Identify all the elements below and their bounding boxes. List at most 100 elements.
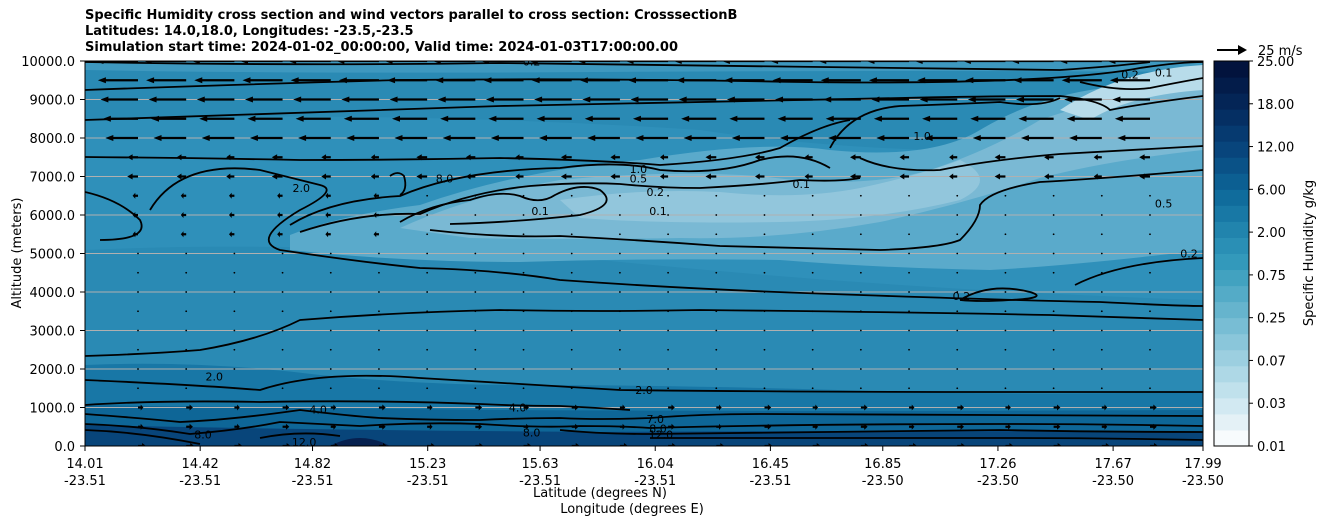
wind-vector-head <box>321 154 327 161</box>
wind-vector <box>185 387 188 390</box>
y-tick-label: 4000.0 <box>30 286 76 301</box>
wind-vector <box>330 423 337 430</box>
wind-vector <box>378 404 386 411</box>
wind-vector <box>391 115 428 122</box>
wind-vector-head <box>201 135 210 141</box>
wind-vector <box>1100 233 1103 236</box>
wind-vector-head <box>100 96 109 103</box>
wind-vector <box>619 423 626 430</box>
wind-vector-dot <box>378 310 380 313</box>
wind-vector-head <box>442 135 451 141</box>
wind-vector-head <box>383 443 388 446</box>
wind-vector-dot <box>570 310 573 313</box>
wind-vector <box>180 212 187 218</box>
wind-vector <box>191 61 235 64</box>
wind-vector-head <box>536 115 545 122</box>
wind-vector-dot <box>811 271 814 274</box>
wind-vector <box>522 387 525 390</box>
wind-vector-dot <box>522 194 525 197</box>
wind-vector-dot <box>956 252 959 255</box>
wind-vector <box>1100 348 1103 351</box>
wind-vector <box>474 271 477 274</box>
wind-vector-dot <box>859 387 862 390</box>
colorbar-tick-label: 0.75 <box>1257 269 1286 284</box>
wind-vector <box>522 348 525 351</box>
wind-vector-dot <box>570 329 573 332</box>
wind-vector-head <box>850 154 856 161</box>
wind-vector-dot <box>956 387 959 390</box>
wind-vector <box>1005 423 1011 430</box>
wind-vector-head <box>391 115 400 122</box>
wind-vector <box>876 135 910 141</box>
x-axis-label-latitude: Latitude (degrees N) <box>533 486 667 501</box>
wind-vector-dot <box>619 194 621 197</box>
contour-label: 2.0 <box>205 371 223 384</box>
wind-vector-head <box>815 423 819 430</box>
wind-vector-head <box>478 423 483 430</box>
x-tick-label-lat: 17.26 <box>979 457 1016 472</box>
wind-vector <box>860 404 868 411</box>
contour-line <box>85 374 1203 393</box>
wind-vector-head <box>772 77 781 84</box>
wind-vector <box>804 154 813 161</box>
wind-vector <box>539 135 572 141</box>
wind-vector-dot <box>859 348 862 351</box>
wind-vector <box>812 443 821 446</box>
wind-vector-head <box>271 173 278 180</box>
wind-vector <box>330 404 337 411</box>
wind-vector-head <box>1057 443 1062 446</box>
x-tick-label-lat: 15.23 <box>409 457 446 472</box>
wind-vector-head <box>237 404 240 411</box>
wind-vector <box>1004 194 1007 197</box>
wind-vector-dot <box>1149 271 1151 274</box>
wind-vector <box>763 252 766 255</box>
wind-vector <box>1052 387 1055 390</box>
wind-vectors <box>95 61 1159 446</box>
wind-vector <box>859 271 862 274</box>
wind-vector <box>228 192 235 199</box>
wind-vector-head <box>970 115 979 122</box>
wind-vector-dot <box>667 368 669 370</box>
wind-vector <box>282 404 290 411</box>
wind-vector <box>825 115 861 122</box>
wind-vector-head <box>1008 423 1011 430</box>
wind-vector <box>957 443 966 446</box>
wind-vector-head <box>105 135 114 141</box>
wind-vector <box>1004 348 1007 351</box>
contour-label: 0.5 <box>630 172 648 185</box>
wind-vector <box>763 233 766 236</box>
wind-vector <box>329 310 332 313</box>
wind-vector <box>1005 443 1014 446</box>
wind-vector-dot <box>474 348 477 351</box>
wind-vector-dot <box>619 387 621 390</box>
wind-vector-dot <box>185 252 188 255</box>
wind-vector-dot <box>570 271 573 274</box>
wind-vector <box>522 310 525 313</box>
wind-vector <box>804 173 813 180</box>
wind-vector-head <box>432 61 441 64</box>
wind-vector <box>1053 443 1062 446</box>
wind-vector-dot <box>233 368 236 370</box>
wind-vector-dot <box>426 348 429 351</box>
wind-vector-head <box>994 173 1001 180</box>
wind-vector <box>475 443 484 446</box>
wind-vector-dot <box>522 387 525 390</box>
wind-vector-head <box>416 154 422 161</box>
wind-vector-head <box>577 61 586 64</box>
wind-vector <box>619 348 621 351</box>
wind-vector <box>859 252 862 255</box>
contour-label: 8.0 <box>523 427 541 440</box>
wind-vector-dot <box>378 329 380 332</box>
wind-vector <box>772 77 813 84</box>
contour-line <box>85 61 1203 91</box>
wind-vector <box>234 423 240 430</box>
wind-vector <box>908 194 910 197</box>
wind-vector <box>570 329 573 332</box>
wind-vector-dot <box>715 194 718 197</box>
wind-vector-head <box>587 135 596 141</box>
wind-vector <box>233 291 236 293</box>
wind-vector-dot <box>859 310 862 313</box>
wind-vector <box>970 115 1006 122</box>
wind-vector-dot <box>763 214 766 216</box>
wind-vector <box>908 387 910 390</box>
